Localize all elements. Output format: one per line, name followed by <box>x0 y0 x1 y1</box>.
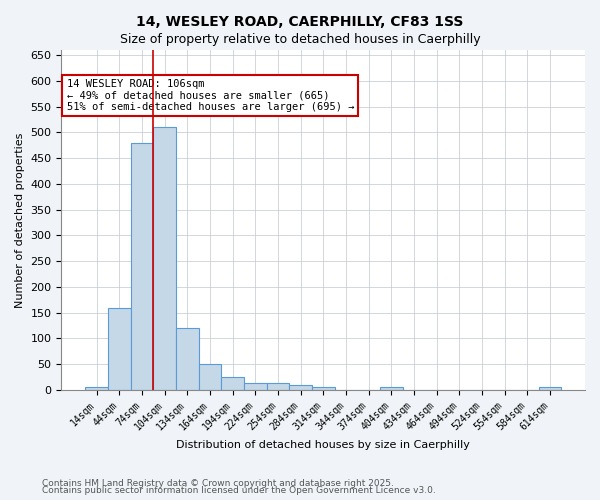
Text: Size of property relative to detached houses in Caerphilly: Size of property relative to detached ho… <box>119 32 481 46</box>
Bar <box>289 386 312 390</box>
Text: Contains public sector information licensed under the Open Government Licence v3: Contains public sector information licen… <box>42 486 436 495</box>
Bar <box>131 142 153 390</box>
X-axis label: Distribution of detached houses by size in Caerphilly: Distribution of detached houses by size … <box>176 440 470 450</box>
Bar <box>199 364 221 390</box>
Bar <box>539 388 561 390</box>
Y-axis label: Number of detached properties: Number of detached properties <box>15 132 25 308</box>
Bar <box>380 388 403 390</box>
Bar <box>85 388 108 390</box>
Bar <box>221 377 244 390</box>
Bar <box>266 384 289 390</box>
Bar <box>153 128 176 390</box>
Text: 14, WESLEY ROAD, CAERPHILLY, CF83 1SS: 14, WESLEY ROAD, CAERPHILLY, CF83 1SS <box>136 15 464 29</box>
Bar <box>176 328 199 390</box>
Bar <box>244 384 266 390</box>
Text: Contains HM Land Registry data © Crown copyright and database right 2025.: Contains HM Land Registry data © Crown c… <box>42 478 394 488</box>
Text: 14 WESLEY ROAD: 106sqm
← 49% of detached houses are smaller (665)
51% of semi-de: 14 WESLEY ROAD: 106sqm ← 49% of detached… <box>67 79 354 112</box>
Bar <box>312 387 335 390</box>
Bar <box>108 308 131 390</box>
